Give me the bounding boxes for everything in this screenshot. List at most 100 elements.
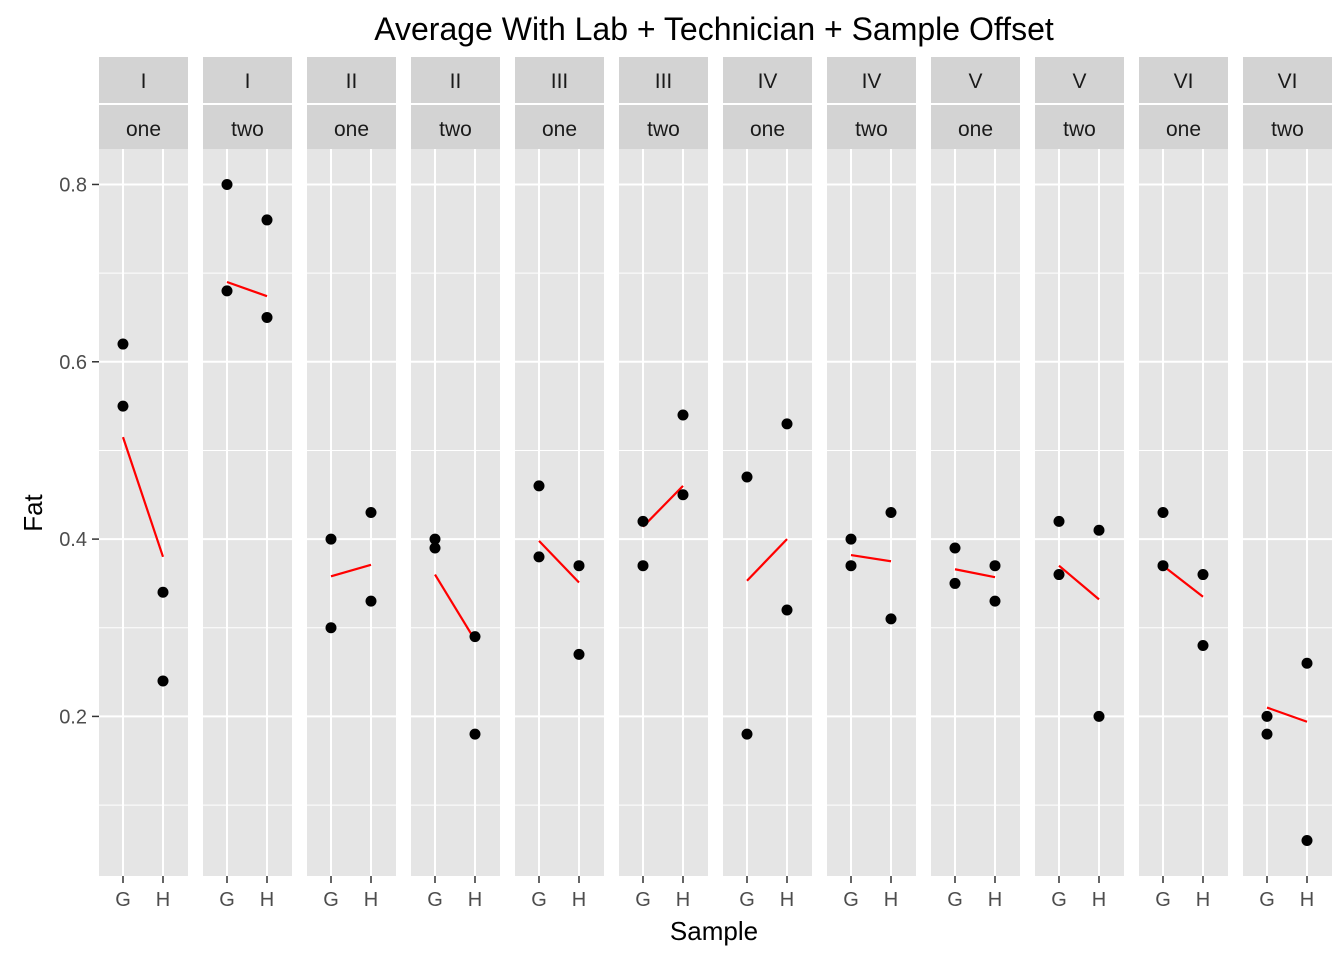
data-point [637, 560, 649, 572]
facet-strip-lab-label: IV [758, 70, 778, 93]
x-tick-label: G [1259, 889, 1275, 911]
data-point [429, 542, 441, 554]
fit-line [642, 485, 684, 528]
data-point [989, 560, 1001, 572]
x-tick-label: H [1196, 889, 1210, 911]
data-point [157, 675, 169, 687]
facet-strip-lab-label: III [551, 70, 569, 93]
fit-line [226, 280, 268, 298]
data-point [365, 595, 377, 607]
data-point [1301, 835, 1313, 847]
data-point [781, 604, 793, 616]
facet-strip-technician [931, 105, 1020, 151]
data-point [1157, 560, 1169, 572]
x-tick-label: G [947, 889, 963, 911]
data-point [429, 533, 441, 545]
x-tick-label: H [1092, 889, 1106, 911]
data-point [365, 507, 377, 518]
data-point [677, 409, 689, 421]
facet-strip-lab-label: VI [1174, 70, 1194, 93]
data-point [741, 728, 753, 740]
data-point [741, 471, 753, 483]
x-tick-label: H [884, 889, 898, 911]
y-tick-label: 0.6 [59, 352, 87, 374]
panel-background [1035, 149, 1124, 876]
fit-line [850, 553, 892, 563]
x-tick-label: H [780, 889, 794, 911]
facet-strip-technician [307, 105, 396, 151]
data-point [1157, 507, 1169, 518]
fit-line [746, 538, 788, 582]
x-tick-label: H [676, 889, 690, 911]
data-point [1261, 710, 1273, 722]
panel-background [307, 149, 396, 876]
x-tick-label: H [364, 889, 378, 911]
panel-background [827, 149, 916, 876]
x-tick-label: G [843, 889, 859, 911]
data-point [533, 551, 545, 563]
facet-strip-lab-label: V [1072, 70, 1086, 93]
data-point [261, 214, 273, 226]
panel-background [203, 149, 292, 876]
x-tick-label: H [156, 889, 170, 911]
facet-strip-lab [515, 57, 604, 103]
data-point [1053, 515, 1065, 527]
data-point [845, 533, 857, 545]
facet-strip-technician [1139, 105, 1228, 151]
data-point [325, 533, 337, 545]
facet-panel: II one G H [307, 57, 396, 911]
data-point [1197, 639, 1209, 651]
facet-strip-lab-label: III [655, 70, 673, 93]
facet-strip-lab [1139, 57, 1228, 103]
x-tick-label: H [572, 889, 586, 911]
facet-strip-lab [931, 57, 1020, 103]
facet-strip-technician-label: one [1166, 118, 1201, 141]
facet-strip-technician [1035, 105, 1124, 151]
facet-strip-lab [619, 57, 708, 103]
panel-background [931, 149, 1020, 876]
panel-background [515, 149, 604, 876]
fit-line [121, 436, 165, 558]
facet-strip-lab-label: II [450, 70, 462, 93]
facet-strip-lab [203, 57, 292, 103]
facet-strip-technician-label: one [542, 118, 577, 141]
facet-strip-lab [723, 57, 812, 103]
x-tick-label: G [739, 889, 755, 911]
data-point [117, 400, 129, 412]
facet-strip-technician-label: one [126, 118, 161, 141]
fit-line [954, 568, 996, 579]
fit-line [1058, 564, 1100, 601]
facet-strip-lab [1035, 57, 1124, 103]
facet-strip-lab [99, 57, 188, 103]
x-tick-label: H [1300, 889, 1314, 911]
x-tick-label: G [323, 889, 339, 911]
data-point [1093, 524, 1105, 536]
x-axis-title: Sample [670, 916, 758, 946]
data-point [637, 515, 649, 527]
facet-strip-technician-label: two [1063, 118, 1096, 141]
facet-strip-technician-label: one [958, 118, 993, 141]
data-point [221, 178, 233, 190]
facet-strip-lab [307, 57, 396, 103]
x-tick-label: G [531, 889, 547, 911]
fit-line [434, 573, 476, 641]
data-point [117, 338, 129, 350]
facet-panel: IV one G H [723, 57, 812, 911]
facet-strip-technician-label: two [231, 118, 264, 141]
y-axis-title: Fat [18, 493, 48, 531]
facet-strip-technician [515, 105, 604, 151]
data-point [949, 577, 961, 589]
facet-strip-technician-label: two [855, 118, 888, 141]
data-point [469, 631, 481, 643]
data-point [573, 648, 585, 660]
data-point [157, 586, 169, 598]
facet-panel: VI one G H [1139, 57, 1228, 911]
data-point [1053, 569, 1065, 581]
data-point [949, 542, 961, 554]
facet-strip-technician [619, 105, 708, 151]
facet-strip-lab-label: I [245, 70, 251, 93]
